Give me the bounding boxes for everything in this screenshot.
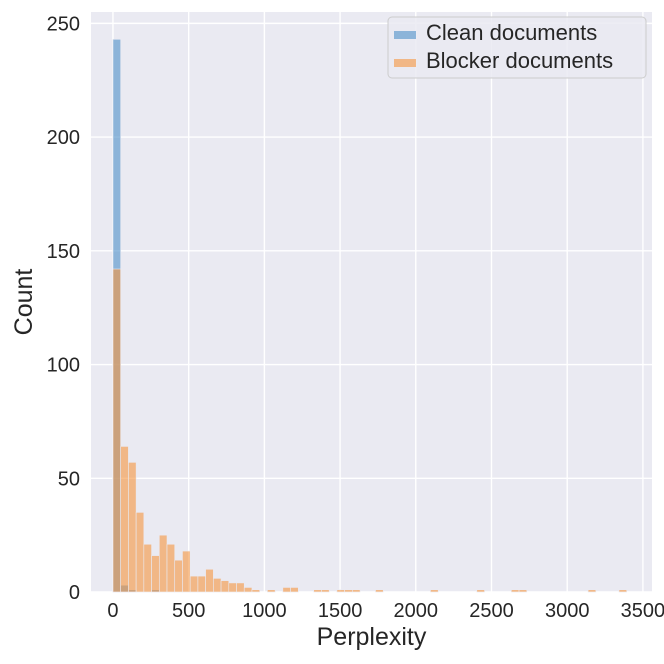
blocker-histogram-bar — [476, 589, 485, 593]
y-tick-label: 0 — [69, 582, 80, 604]
x-axis-label: Perplexity — [317, 623, 427, 651]
blocker-histogram-bar — [205, 568, 214, 593]
blocker-histogram-bar — [430, 589, 439, 593]
blocker-histogram-bar — [220, 580, 230, 593]
blocker-histogram-bar — [518, 589, 528, 593]
blocker-histogram-bar — [236, 582, 245, 593]
blocker-histogram-bar — [336, 589, 345, 593]
blocker-histogram-bar — [228, 582, 237, 593]
blocker-histogram-bar — [251, 589, 260, 593]
x-tick-labels: 0 500 1000 1500 2000 2500 3000 3500 — [107, 600, 664, 622]
legend-swatch-clean — [394, 31, 416, 39]
blocker-histogram-bar — [344, 589, 353, 593]
y-tick-label: 150 — [47, 241, 80, 263]
blocker-histogram-bar — [151, 555, 160, 593]
x-tick-label: 2000 — [394, 600, 439, 622]
legend-box — [387, 16, 647, 79]
legend-swatch-blocker — [394, 59, 416, 67]
blocker-histogram-bar — [120, 446, 129, 593]
legend-label-clean: Clean documents — [426, 20, 597, 45]
blocker-histogram-bar — [128, 462, 137, 593]
y-tick-label: 50 — [58, 468, 80, 490]
blocker-histogram-bar — [352, 589, 361, 593]
blocker-histogram-bar — [282, 587, 291, 593]
blocker-histogram-bar — [197, 575, 206, 593]
blocker-histogram-bar — [166, 543, 176, 593]
x-tick-label: 3500 — [621, 600, 664, 622]
blocker-histogram-bar — [587, 589, 597, 593]
blocker-histogram-bar — [189, 575, 199, 593]
y-tick-label: 250 — [47, 13, 80, 35]
blocker-histogram-bar — [511, 589, 520, 593]
blocker-histogram-bar — [290, 587, 299, 593]
blocker-histogram-bar — [375, 589, 384, 593]
blocker-series-bars — [112, 268, 628, 593]
blocker-histogram-bar — [174, 559, 183, 593]
x-tick-label: 3000 — [545, 600, 590, 622]
blocker-histogram-bar — [158, 534, 168, 593]
y-tick-labels: 0 50 100 150 200 250 — [47, 13, 80, 604]
y-axis-label: Count — [10, 269, 38, 336]
x-tick-label: 1500 — [318, 600, 363, 622]
blocker-histogram-bar — [135, 512, 145, 593]
x-tick-label: 1000 — [242, 600, 287, 622]
blocker-histogram-bar — [243, 587, 253, 593]
blocker-histogram-bar — [267, 589, 276, 593]
x-tick-label: 2500 — [469, 600, 514, 622]
blocker-histogram-bar — [618, 589, 628, 593]
legend: Clean documents Blocker documents — [387, 16, 647, 79]
plot-area — [91, 12, 652, 592]
blocker-histogram-bar — [182, 550, 191, 593]
x-tick-label: 500 — [172, 600, 205, 622]
blocker-histogram-bar — [313, 589, 322, 593]
blocker-histogram-bar — [112, 268, 121, 593]
y-tick-label: 100 — [47, 355, 80, 377]
x-tick-label: 0 — [107, 600, 118, 622]
blocker-histogram-bar — [143, 543, 152, 593]
blocker-histogram-bar — [213, 578, 222, 593]
blocker-histogram-bar — [321, 589, 330, 593]
legend-label-blocker: Blocker documents — [426, 48, 613, 73]
y-tick-label: 200 — [47, 127, 80, 149]
